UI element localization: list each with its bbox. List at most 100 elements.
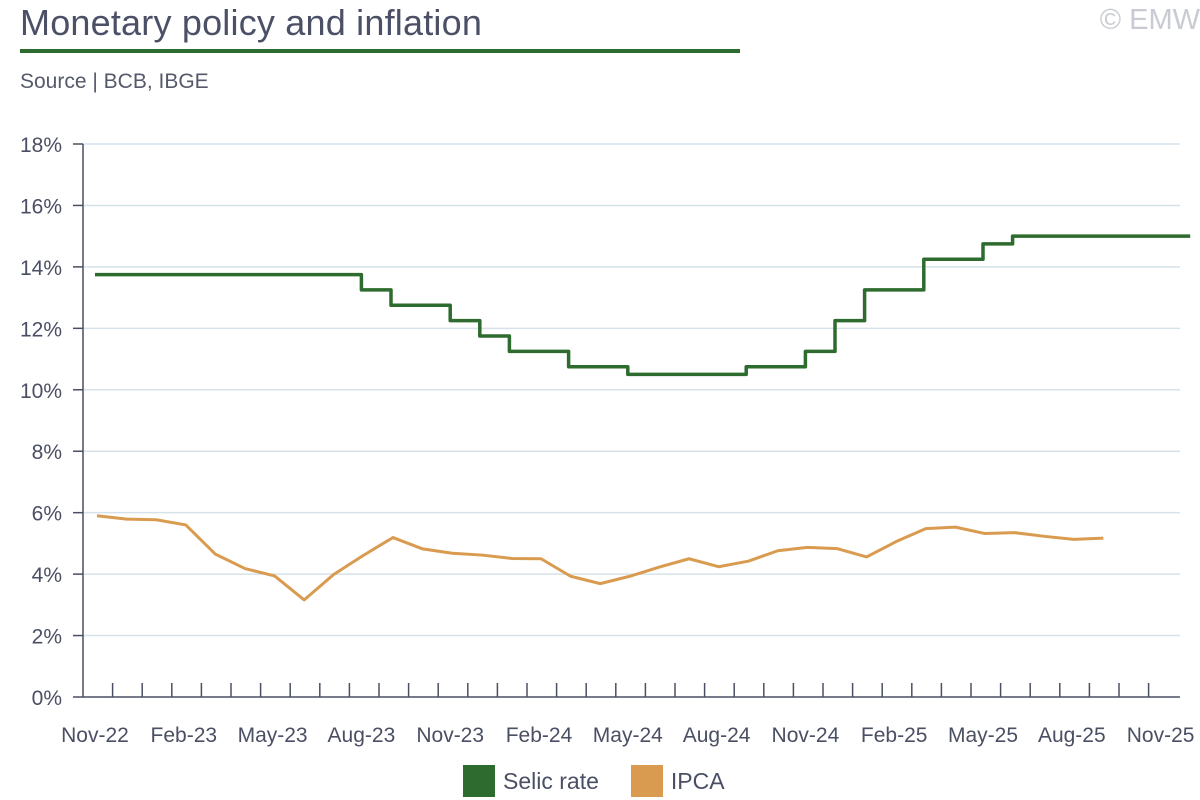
selic-point xyxy=(789,365,793,369)
selic-point xyxy=(729,372,733,376)
chart-title: Monetary policy and inflation xyxy=(20,2,483,43)
ipca-point xyxy=(480,553,484,557)
ipca-point xyxy=(184,523,188,527)
x-tick-label: Feb-24 xyxy=(506,724,573,747)
selic-point xyxy=(345,273,349,277)
ipca-point xyxy=(1013,531,1017,535)
ipca-point xyxy=(953,525,957,529)
y-tick-label: 0% xyxy=(32,687,62,710)
ipca-point xyxy=(628,574,632,578)
ipca-point xyxy=(125,517,129,521)
ipca-point xyxy=(1042,534,1046,538)
series xyxy=(95,234,1191,602)
y-tick-label: 8% xyxy=(32,441,62,464)
ipca-point xyxy=(154,518,158,522)
selic-point xyxy=(1144,234,1148,238)
selic-point xyxy=(1173,234,1177,238)
ipca-point xyxy=(302,598,306,602)
y-tick-label: 10% xyxy=(20,380,62,403)
ipca-point xyxy=(1101,536,1105,540)
ipca-point xyxy=(391,536,395,540)
y-tick-label: 6% xyxy=(32,503,62,526)
y-tick-label: 14% xyxy=(20,257,62,280)
selic-point xyxy=(315,273,319,277)
ipca-point xyxy=(509,556,513,560)
ipca-point xyxy=(421,547,425,551)
selic-point xyxy=(552,349,556,353)
title-underline xyxy=(20,49,740,53)
y-tick-label: 18% xyxy=(20,134,62,157)
y-tick-label: 12% xyxy=(20,318,62,341)
selic-point xyxy=(1114,234,1118,238)
selic-point xyxy=(996,242,1000,246)
selic-point xyxy=(907,288,911,292)
selic-point xyxy=(108,273,112,277)
selic-point xyxy=(374,288,378,292)
source-note: Source | BCB, IBGE xyxy=(20,70,209,93)
selic-point xyxy=(1055,234,1059,238)
selic-point xyxy=(522,349,526,353)
selic-swatch xyxy=(463,765,495,797)
copyright-watermark: © EMW xyxy=(1099,4,1200,36)
selic-point xyxy=(877,288,881,292)
selic-point xyxy=(641,372,645,376)
ipca-point xyxy=(450,551,454,555)
x-tick-label: Nov-22 xyxy=(61,724,129,747)
legend-item-selic[interactable]: Selic rate xyxy=(463,765,599,797)
y-tick-label: 16% xyxy=(20,195,62,218)
selic-point xyxy=(818,349,822,353)
ipca-point xyxy=(361,553,365,557)
ipca-line xyxy=(96,514,1104,602)
ipca-point xyxy=(95,514,99,518)
legend-item-ipca[interactable]: IPCA xyxy=(630,765,725,797)
x-tick-label: Nov-24 xyxy=(772,724,840,747)
ipca-point xyxy=(865,555,869,559)
selic-point xyxy=(433,303,437,307)
selic-point xyxy=(1025,234,1029,238)
selic-point xyxy=(285,273,289,277)
ipca-point xyxy=(539,557,543,561)
x-tick-label: May-23 xyxy=(238,724,308,747)
ipca-point xyxy=(657,565,661,569)
x-tick-label: Feb-23 xyxy=(151,724,218,747)
ipca-point xyxy=(598,582,602,586)
x-tick-label: May-24 xyxy=(593,724,663,747)
selic-rate-line xyxy=(95,234,1191,377)
ipca-point xyxy=(924,527,928,531)
selic-point xyxy=(1085,234,1089,238)
selic-point xyxy=(700,372,704,376)
ipca-point xyxy=(243,567,247,571)
ipca-point xyxy=(213,552,217,556)
selic-point xyxy=(670,372,674,376)
selic-point xyxy=(256,273,260,277)
selic-point xyxy=(611,365,615,369)
selic-point xyxy=(848,319,852,323)
x-tick-label: Nov-23 xyxy=(416,724,484,747)
legend-label-ipca: IPCA xyxy=(670,767,725,794)
x-tick-label: Aug-25 xyxy=(1038,724,1106,747)
ipca-point xyxy=(805,545,809,549)
ipca-point xyxy=(717,565,721,569)
ipca-point xyxy=(776,549,780,553)
tick-labels: 0% 2% 4% 6% 8% 10% 12% 14% 16% 18% Nov-22 Feb-23 May… xyxy=(20,134,1194,747)
x-tick-label: Nov-25 xyxy=(1127,724,1195,747)
y-tick-label: 2% xyxy=(32,626,62,649)
selic-point xyxy=(167,273,171,277)
ipca-point xyxy=(746,559,750,563)
selic-point xyxy=(226,273,230,277)
ipca-point xyxy=(894,540,898,544)
selic-point xyxy=(937,257,941,261)
selic-point xyxy=(759,365,763,369)
x-tick-label: Feb-25 xyxy=(861,724,928,747)
ipca-swatch xyxy=(630,765,663,797)
x-tick-label: Aug-24 xyxy=(683,724,751,747)
x-tick-label: May-25 xyxy=(948,724,1018,747)
ipca-point xyxy=(332,572,336,576)
legend: Selic rate IPCA xyxy=(463,765,757,797)
y-tick-label: 4% xyxy=(32,564,62,587)
selic-point xyxy=(463,319,467,323)
selic-point xyxy=(581,365,585,369)
ipca-point xyxy=(983,532,987,536)
ipca-point xyxy=(1072,537,1076,541)
